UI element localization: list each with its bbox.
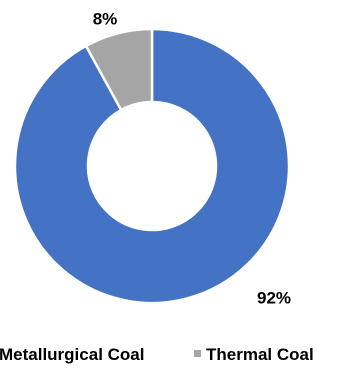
chart-legend: Metallurgical Coal Thermal Coal	[0, 345, 344, 370]
legend-label-metallurgical-coal: Metallurgical Coal	[0, 345, 145, 364]
data-label-metallurgical-coal: 92%	[257, 288, 291, 307]
donut-slice-metallurgical-coal	[13, 27, 291, 305]
data-label-thermal-coal: 8%	[93, 9, 118, 28]
donut-chart: 92% 8%	[13, 9, 291, 307]
legend-entry-thermal-coal: Thermal Coal	[194, 345, 314, 365]
legend-label-thermal-coal: Thermal Coal	[206, 345, 314, 364]
donut-slice-thermal-coal	[84, 27, 154, 112]
legend-entry-metallurgical-coal: Metallurgical Coal	[0, 345, 144, 365]
legend-swatch-thermal-coal	[194, 350, 201, 357]
